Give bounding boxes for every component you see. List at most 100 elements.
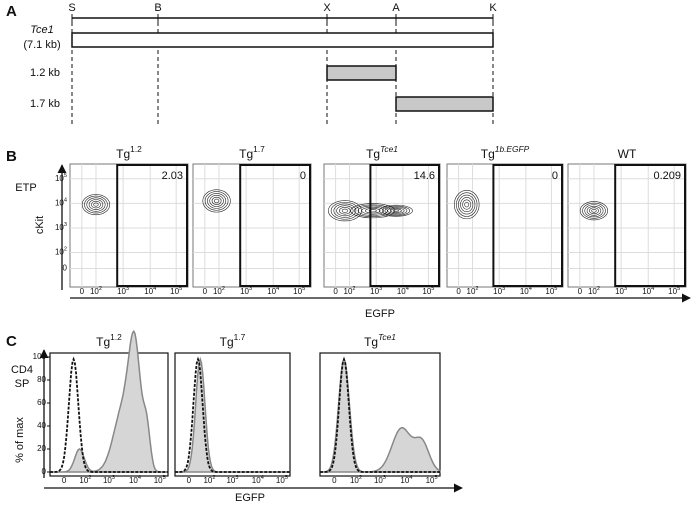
x-tick-label-sup: 2 bbox=[352, 286, 355, 292]
x-tick-label: 102 bbox=[213, 286, 225, 296]
x-tick-label: 0 bbox=[187, 476, 192, 485]
plot-title-sup: 1.7 bbox=[234, 332, 246, 342]
contour bbox=[462, 199, 472, 210]
row-label: SP bbox=[15, 378, 30, 390]
y-tick-label-sup: 5 bbox=[64, 173, 67, 179]
x-tick-label: 103 bbox=[240, 286, 252, 296]
contour bbox=[453, 190, 480, 220]
x-tick-label-base: 10 bbox=[400, 476, 409, 485]
contour bbox=[330, 201, 359, 220]
axis-title: EGFP bbox=[365, 308, 395, 320]
y-tick-label: 100 bbox=[33, 352, 47, 361]
y-tick-label: 105 bbox=[55, 173, 67, 183]
plot-title: Tg1.7 bbox=[239, 144, 265, 161]
control-histogram bbox=[50, 356, 168, 473]
gate-value: 0 bbox=[552, 170, 558, 182]
contour bbox=[368, 209, 377, 213]
x-tick-label-base: 10 bbox=[293, 287, 302, 296]
y-tick-label-base: 10 bbox=[55, 223, 64, 232]
contour bbox=[582, 202, 606, 219]
construct-box bbox=[395, 96, 494, 112]
y-tick-label-base: 10 bbox=[55, 248, 64, 257]
x-tick-label: 102 bbox=[350, 475, 362, 485]
x-tick-label-base: 10 bbox=[426, 476, 435, 485]
x-tick-label-base: 10 bbox=[252, 476, 261, 485]
contour bbox=[204, 191, 229, 211]
plot-frame bbox=[567, 163, 687, 288]
x-tick-label: 104 bbox=[252, 475, 264, 485]
x-tick-label: 0 bbox=[80, 287, 85, 296]
plot-title-sup: Tce1 bbox=[378, 332, 396, 342]
x-tick-label-base: 10 bbox=[545, 287, 554, 296]
x-tick-label: 103 bbox=[615, 286, 627, 296]
plot-title: Tg1b.EGFP bbox=[481, 144, 530, 161]
plot-title-base: Tg bbox=[220, 335, 234, 349]
x-tick-label-base: 10 bbox=[144, 287, 153, 296]
x-tick-label-base: 10 bbox=[129, 476, 138, 485]
x-tick-label-sup: 3 bbox=[249, 286, 252, 292]
contour bbox=[209, 194, 224, 207]
x-tick-label-base: 10 bbox=[226, 476, 235, 485]
plot-title: Tg1.7 bbox=[220, 332, 246, 349]
x-tick-label: 104 bbox=[397, 286, 409, 296]
x-tick-label-sup: 2 bbox=[222, 286, 225, 292]
x-tick-label-sup: 3 bbox=[126, 286, 129, 292]
contour bbox=[384, 206, 408, 215]
x-tick-label-base: 10 bbox=[374, 476, 383, 485]
x-tick-label: 0 bbox=[578, 287, 583, 296]
contour bbox=[464, 201, 470, 208]
panel-label: A bbox=[6, 3, 17, 20]
construct-name: 1.7 kb bbox=[30, 98, 60, 110]
x-tick-label: 102 bbox=[203, 475, 215, 485]
x-tick-label-sup: 3 bbox=[112, 475, 115, 481]
x-tick-label-sup: 2 bbox=[359, 475, 362, 481]
y-tick-label: 0 bbox=[42, 467, 47, 476]
plot-frame bbox=[446, 163, 564, 288]
plot-title-sup: 1b.EGFP bbox=[495, 144, 530, 154]
contour bbox=[579, 201, 609, 221]
plot-title: TgTce1 bbox=[366, 144, 398, 161]
plot-title-base: Tg bbox=[96, 335, 110, 349]
contour bbox=[211, 196, 222, 205]
x-tick-label-base: 10 bbox=[154, 476, 163, 485]
x-tick-label: 105 bbox=[545, 286, 557, 296]
contour bbox=[458, 194, 476, 215]
x-tick-label-sup: 4 bbox=[651, 286, 654, 292]
axis-title: % of max bbox=[14, 417, 26, 463]
x-tick-label-sup: 2 bbox=[99, 286, 102, 292]
x-tick-label-sup: 2 bbox=[212, 475, 215, 481]
x-tick-label-base: 10 bbox=[267, 287, 276, 296]
plot-title-sup: 1.2 bbox=[110, 332, 122, 342]
y-tick-label-sup: 3 bbox=[64, 222, 67, 228]
site-label: K bbox=[489, 2, 497, 14]
contour bbox=[91, 200, 101, 209]
gate bbox=[614, 164, 687, 287]
row-label: CD4 bbox=[11, 364, 33, 376]
x-tick-label: 0 bbox=[332, 476, 337, 485]
x-tick-label: 105 bbox=[426, 475, 438, 485]
x-tick-label-sup: 5 bbox=[434, 475, 437, 481]
axis-title: EGFP bbox=[235, 492, 265, 504]
y-tick-label-sup: 4 bbox=[64, 198, 67, 204]
y-tick-label: 103 bbox=[55, 222, 67, 232]
x-tick-label: 103 bbox=[103, 475, 115, 485]
gate-value: 0 bbox=[300, 170, 306, 182]
x-tick-label-sup: 5 bbox=[554, 286, 557, 292]
x-tick-label-base: 10 bbox=[203, 476, 212, 485]
x-tick-label-sup: 4 bbox=[261, 475, 264, 481]
x-tick-label: 105 bbox=[170, 286, 182, 296]
x-tick-label-sup: 2 bbox=[88, 475, 91, 481]
contour bbox=[81, 194, 111, 216]
x-tick-label-base: 10 bbox=[103, 476, 112, 485]
x-tick-label-sup: 3 bbox=[383, 475, 386, 481]
row-label: ETP bbox=[15, 182, 36, 194]
y-tick-label: 60 bbox=[37, 398, 46, 407]
plot-title: TgTce1 bbox=[364, 332, 396, 349]
gate-value: 0.209 bbox=[653, 170, 681, 182]
contour bbox=[93, 202, 99, 207]
contour bbox=[365, 208, 381, 214]
x-tick-label: 102 bbox=[467, 286, 479, 296]
x-tick-label-sup: 5 bbox=[677, 286, 680, 292]
x-tick-label-base: 10 bbox=[467, 287, 476, 296]
control-histogram bbox=[175, 356, 290, 473]
